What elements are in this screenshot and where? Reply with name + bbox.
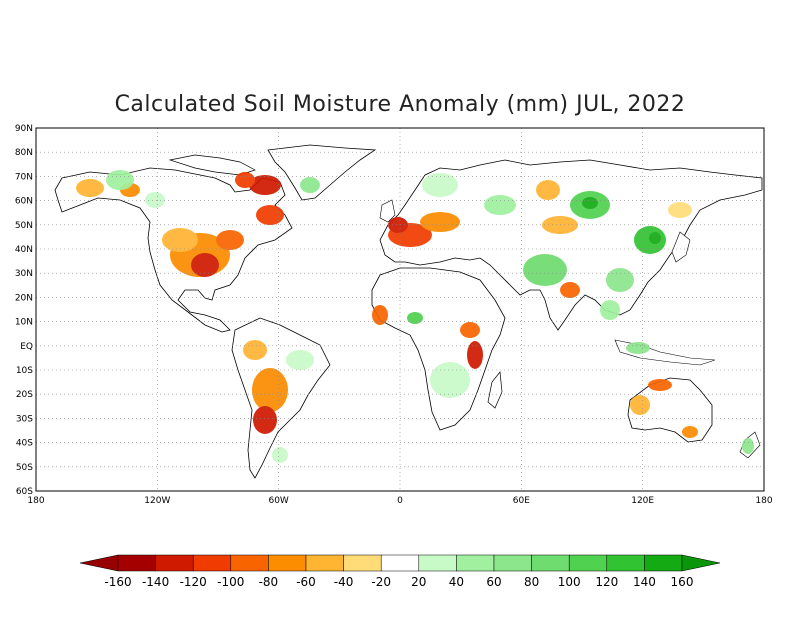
map-plot-area <box>54 144 763 479</box>
colorbar-swatch <box>268 554 307 572</box>
lat-label: EQ <box>20 342 33 352</box>
anomaly-dry-regions <box>76 172 698 438</box>
colorbar-label: 100 <box>558 575 581 589</box>
colorbar-swatch <box>380 554 420 572</box>
map-grid <box>36 128 764 491</box>
lat-label: 20S <box>16 390 33 400</box>
colorbar-label: 40 <box>449 575 464 589</box>
colorbar-label: -80 <box>259 575 279 589</box>
land-africa <box>371 267 506 431</box>
colorbar-swatch <box>418 554 457 572</box>
colorbar-label: -20 <box>371 575 391 589</box>
colorbar-swatch <box>493 554 532 572</box>
lon-label: 180 <box>755 496 772 506</box>
colorbar-label: -100 <box>217 575 244 589</box>
colorbar-swatch <box>192 554 232 572</box>
colorbar-label: 160 <box>671 575 694 589</box>
land-greenland <box>267 144 377 201</box>
colorbar-swatch <box>606 554 645 572</box>
colorbar: -160 -140 -120 -100 -80 -60 -40 -20 20 40 60 80 100 1… <box>79 554 721 589</box>
lat-label: 30N <box>15 269 33 279</box>
land-eurasia <box>379 159 763 331</box>
land-arctic-canada <box>168 154 256 176</box>
lat-label: 50S <box>16 463 33 473</box>
colorbar-swatch <box>230 554 269 572</box>
colorbar-over-triangle <box>681 554 721 572</box>
lon-label: 120E <box>631 496 654 506</box>
longitude-labels: 180 120W 60W 0 60E 120E 180 <box>27 496 772 506</box>
anomaly-wet-regions <box>106 170 754 463</box>
colorbar-label: -60 <box>296 575 316 589</box>
lon-label: 60E <box>513 496 530 506</box>
lon-label: 120W <box>144 496 170 506</box>
lat-label: 60S <box>16 487 33 497</box>
colorbar-swatch <box>644 554 683 572</box>
lat-label: 90N <box>15 124 33 134</box>
colorbar-swatch <box>568 554 608 572</box>
colorbar-swatch <box>343 554 382 572</box>
land-japan <box>671 231 691 263</box>
colorbar-label: -40 <box>334 575 354 589</box>
colorbar-label: 60 <box>486 575 501 589</box>
colorbar-swatch <box>305 554 344 572</box>
land-madagascar <box>487 371 503 409</box>
colorbar-label: 140 <box>633 575 656 589</box>
colorbar-label: -140 <box>142 575 169 589</box>
lat-label: 30S <box>16 414 33 424</box>
lon-label: 60W <box>268 496 288 506</box>
colorbar-under-triangle <box>79 554 119 572</box>
lat-label: 10N <box>15 318 33 328</box>
colorbar-swatch <box>456 554 495 572</box>
lat-label: 10S <box>16 366 33 376</box>
lat-label: 40S <box>16 439 33 449</box>
lon-label: 0 <box>397 496 403 506</box>
lat-label: 20N <box>15 293 33 303</box>
map-title: Calculated Soil Moisture Anomaly (mm) JU… <box>114 92 686 117</box>
land-uk <box>379 199 396 223</box>
colorbar-label: 20 <box>411 575 426 589</box>
colorbar-label: -120 <box>180 575 207 589</box>
colorbar-label: 80 <box>524 575 539 589</box>
map-frame <box>35 127 765 492</box>
lat-label: 50N <box>15 221 33 231</box>
colorbar-swatch <box>531 554 570 572</box>
colorbar-label: 120 <box>595 575 618 589</box>
latitude-labels: 90N 80N 70N 60N 50N 40N 30N 20N 10N EQ 10S 20S 30S 40… <box>15 124 33 497</box>
lat-label: 80N <box>15 148 33 158</box>
colorbar-swatch <box>155 554 194 572</box>
colorbar-swatch <box>117 554 156 572</box>
lat-label: 70N <box>15 172 33 182</box>
lon-label: 180 <box>27 496 44 506</box>
lat-label: 40N <box>15 245 33 255</box>
lat-label: 60N <box>15 197 33 207</box>
colorbar-label: -160 <box>104 575 131 589</box>
